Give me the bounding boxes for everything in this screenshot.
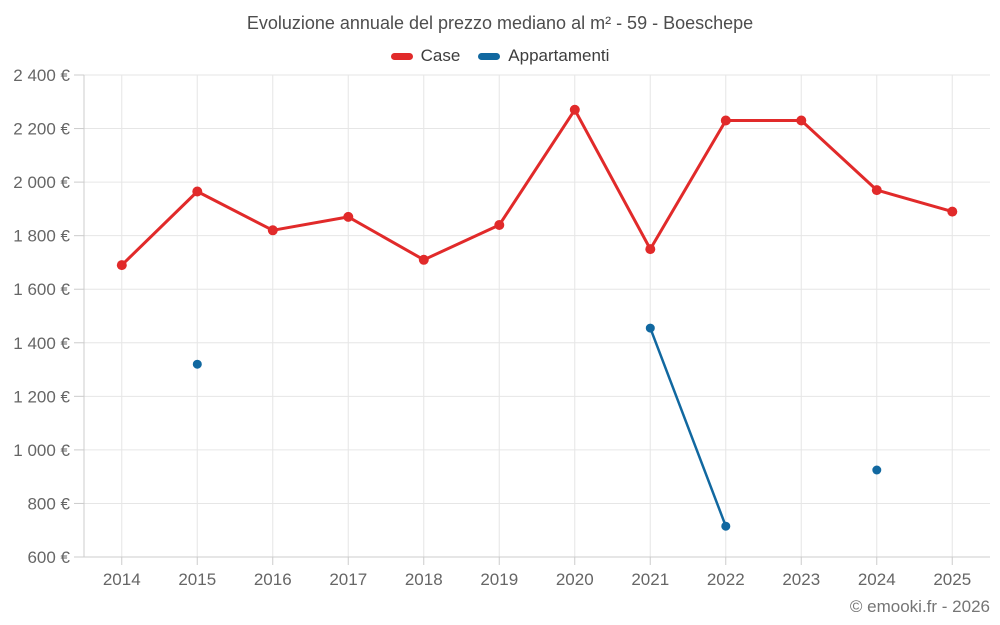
- y-tick-label: 1 800 €: [13, 227, 70, 246]
- data-point-appartamenti-2022: [721, 521, 731, 531]
- data-point-case-2014: [116, 260, 127, 271]
- chart-legend: Case Appartamenti: [0, 46, 1000, 66]
- data-point-case-2017: [343, 211, 354, 222]
- data-point-case-2015: [192, 186, 203, 197]
- x-tick-label: 2023: [782, 570, 820, 589]
- y-tick-label: 2 200 €: [13, 120, 70, 139]
- legend-label: Case: [420, 46, 461, 65]
- data-point-case-2016: [267, 225, 278, 236]
- data-point-case-2025: [947, 206, 958, 217]
- y-tick-label: 1 400 €: [13, 334, 70, 353]
- x-tick-label: 2017: [329, 570, 367, 589]
- x-tick-label: 2024: [858, 570, 896, 589]
- legend-label: Appartamenti: [508, 46, 610, 65]
- chart-title: Evoluzione annuale del prezzo mediano al…: [246, 13, 754, 33]
- data-point-appartamenti-2015: [192, 359, 202, 369]
- x-tick-label: 2015: [178, 570, 216, 589]
- data-point-case-2022: [720, 115, 731, 126]
- legend-item-appartamenti[interactable]: Appartamenti: [478, 46, 609, 66]
- data-point-appartamenti-2024: [872, 465, 882, 475]
- series-line-appartamenti: [650, 328, 877, 526]
- data-point-case-2021: [645, 244, 656, 255]
- x-tick-label: 2025: [933, 570, 971, 589]
- y-tick-label: 1 200 €: [13, 387, 70, 406]
- copyright-footer: © emooki.fr - 2026: [849, 597, 990, 616]
- data-point-case-2020: [569, 104, 580, 115]
- y-tick-label: 600 €: [27, 548, 70, 567]
- data-point-case-2019: [494, 220, 505, 230]
- y-tick-label: 800 €: [27, 494, 70, 513]
- x-tick-label: 2018: [405, 570, 443, 589]
- data-point-appartamenti-2021: [645, 323, 655, 333]
- legend-item-case[interactable]: Case: [390, 46, 461, 66]
- x-tick-label: 2020: [556, 570, 594, 589]
- x-tick-label: 2019: [480, 570, 518, 589]
- y-tick-label: 1 600 €: [13, 280, 70, 299]
- x-tick-label: 2021: [631, 570, 669, 589]
- legend-marker-case: [390, 52, 413, 60]
- y-tick-label: 1 000 €: [13, 441, 70, 460]
- y-tick-label: 2 400 €: [13, 66, 70, 85]
- data-point-case-2024: [871, 185, 882, 196]
- legend-marker-appartamenti: [478, 52, 501, 60]
- x-tick-label: 2022: [707, 570, 745, 589]
- data-point-case-2023: [796, 115, 807, 126]
- x-tick-label: 2014: [103, 570, 141, 589]
- x-tick-label: 2016: [254, 570, 292, 589]
- data-point-case-2018: [418, 254, 429, 265]
- series-line-case: [120, 108, 954, 267]
- y-tick-label: 2 000 €: [13, 173, 70, 192]
